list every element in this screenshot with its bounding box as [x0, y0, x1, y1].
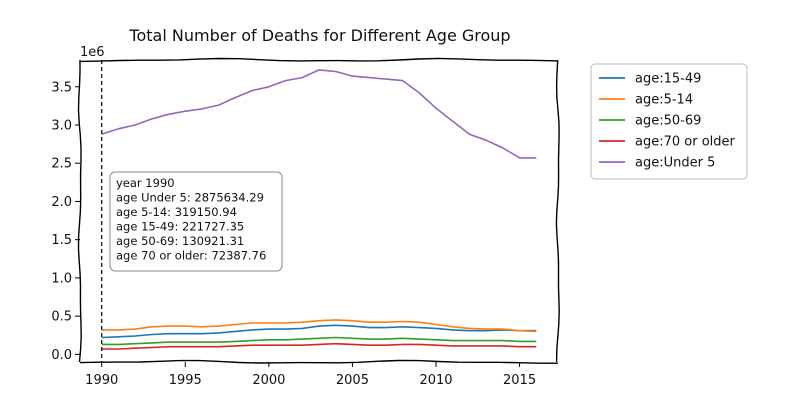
y-tick-label: 1.0: [51, 271, 72, 286]
series-line: [101, 342, 537, 350]
x-tick-label: 1995: [169, 373, 202, 388]
legend-label: age:15-49: [635, 72, 701, 87]
y-tick-label: 1.5: [51, 233, 72, 248]
legend-label: age:5-14: [635, 93, 693, 108]
axis-frame-top: [79, 57, 559, 63]
y-tick-label: 0.5: [51, 310, 72, 325]
x-tick-label: 2005: [336, 373, 369, 388]
annotation-line: age Under 5: 2875634.29: [116, 191, 264, 205]
annotation-line: age 15-49: 221727.35: [116, 220, 244, 234]
series-line: [101, 324, 537, 339]
y-tick-label: 3.0: [51, 118, 72, 133]
x-tick-label: 2000: [252, 373, 285, 388]
y-tick-label: 2.0: [51, 195, 72, 210]
y-tick-label: 0.0: [51, 348, 72, 363]
chart-title: Total Number of Deaths for Different Age…: [128, 26, 510, 45]
series-line: [101, 69, 537, 159]
annotation-line: age 70 or older: 72387.76: [116, 249, 266, 263]
annotation-line: age 50-69: 130921.31: [116, 234, 244, 248]
series-line: [101, 319, 537, 333]
legend-label: age:50-69: [635, 114, 701, 129]
legend-label: age:Under 5: [635, 156, 715, 171]
legend-box: [590, 63, 748, 180]
y-axis-line: [77, 60, 82, 363]
annotation-box: [109, 171, 283, 272]
x-axis-line: [79, 359, 558, 364]
axis-frame-right: [555, 59, 560, 363]
x-tick-label: 2010: [419, 373, 452, 388]
legend-label: age:70 or older: [635, 135, 736, 150]
y-tick-label: 2.5: [51, 157, 72, 172]
x-tick-label: 1990: [85, 373, 118, 388]
annotation-line: age 5-14: 319150.94: [116, 205, 237, 219]
x-tick-label: 2015: [503, 373, 536, 388]
annotation-line: year 1990: [116, 176, 175, 190]
y-tick-label: 3.5: [51, 80, 72, 95]
y-scale-label: 1e6: [80, 45, 105, 60]
series-line: [101, 336, 537, 346]
